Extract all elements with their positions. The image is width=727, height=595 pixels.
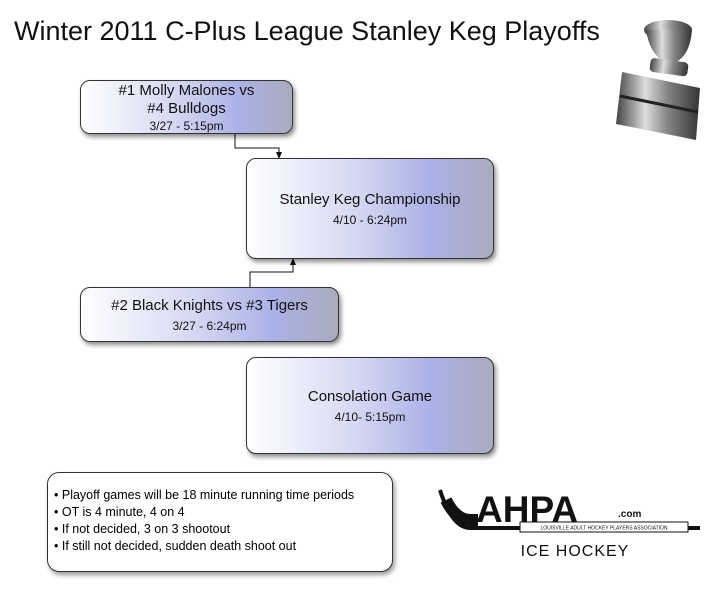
logo-caption: ICE HOCKEY — [521, 543, 630, 560]
title: Winter 2011 C-Plus League Stanley Keg Pl… — [14, 16, 600, 46]
note: If still not decided, sudden death shoot… — [54, 538, 386, 555]
game-box: #1 Molly Malones vs #4 Bulldogs 3/27 - 5… — [80, 80, 293, 134]
game-box: Stanley Keg Championship 4/10 - 6:24pm — [246, 158, 494, 259]
game-title: #4 Bulldogs — [147, 99, 226, 117]
game-title: Consolation Game — [307, 387, 433, 405]
note: OT is 4 minute, 4 on 4 — [54, 504, 386, 521]
connector — [249, 258, 296, 287]
trophy — [616, 20, 700, 140]
notes: Playoff games will be 18 minute running … — [47, 472, 393, 572]
note: If not decided, 3 on 3 shootout — [54, 521, 386, 538]
game-box: Consolation Game 4/10- 5:15pm — [246, 357, 494, 454]
game-title: #1 Molly Malones vs — [118, 81, 255, 99]
game-time: 4/10 - 6:24pm — [332, 212, 408, 227]
connector — [234, 133, 282, 159]
logo-suffix: .com — [618, 509, 641, 520]
game-time: 3/27 - 6:24pm — [172, 318, 247, 333]
game-box: #2 Black Knights vs #3 Tigers 3/27 - 6:2… — [80, 287, 339, 342]
logo-tagline: LOUISVILLE ADULT HOCKEY PLAYERS ASSOCIAT… — [540, 526, 667, 532]
game-time: 4/10- 5:15pm — [334, 409, 406, 424]
game-title: Stanley Keg Championship — [279, 190, 461, 208]
logo: AHPA .com LOUISVILLE ADULT HOCKEY PLAYER… — [438, 489, 700, 560]
note: Playoff games will be 18 minute running … — [54, 487, 386, 504]
game-title: #2 Black Knights vs #3 Tigers — [111, 296, 308, 314]
game-time: 3/27 - 5:15pm — [149, 118, 224, 133]
